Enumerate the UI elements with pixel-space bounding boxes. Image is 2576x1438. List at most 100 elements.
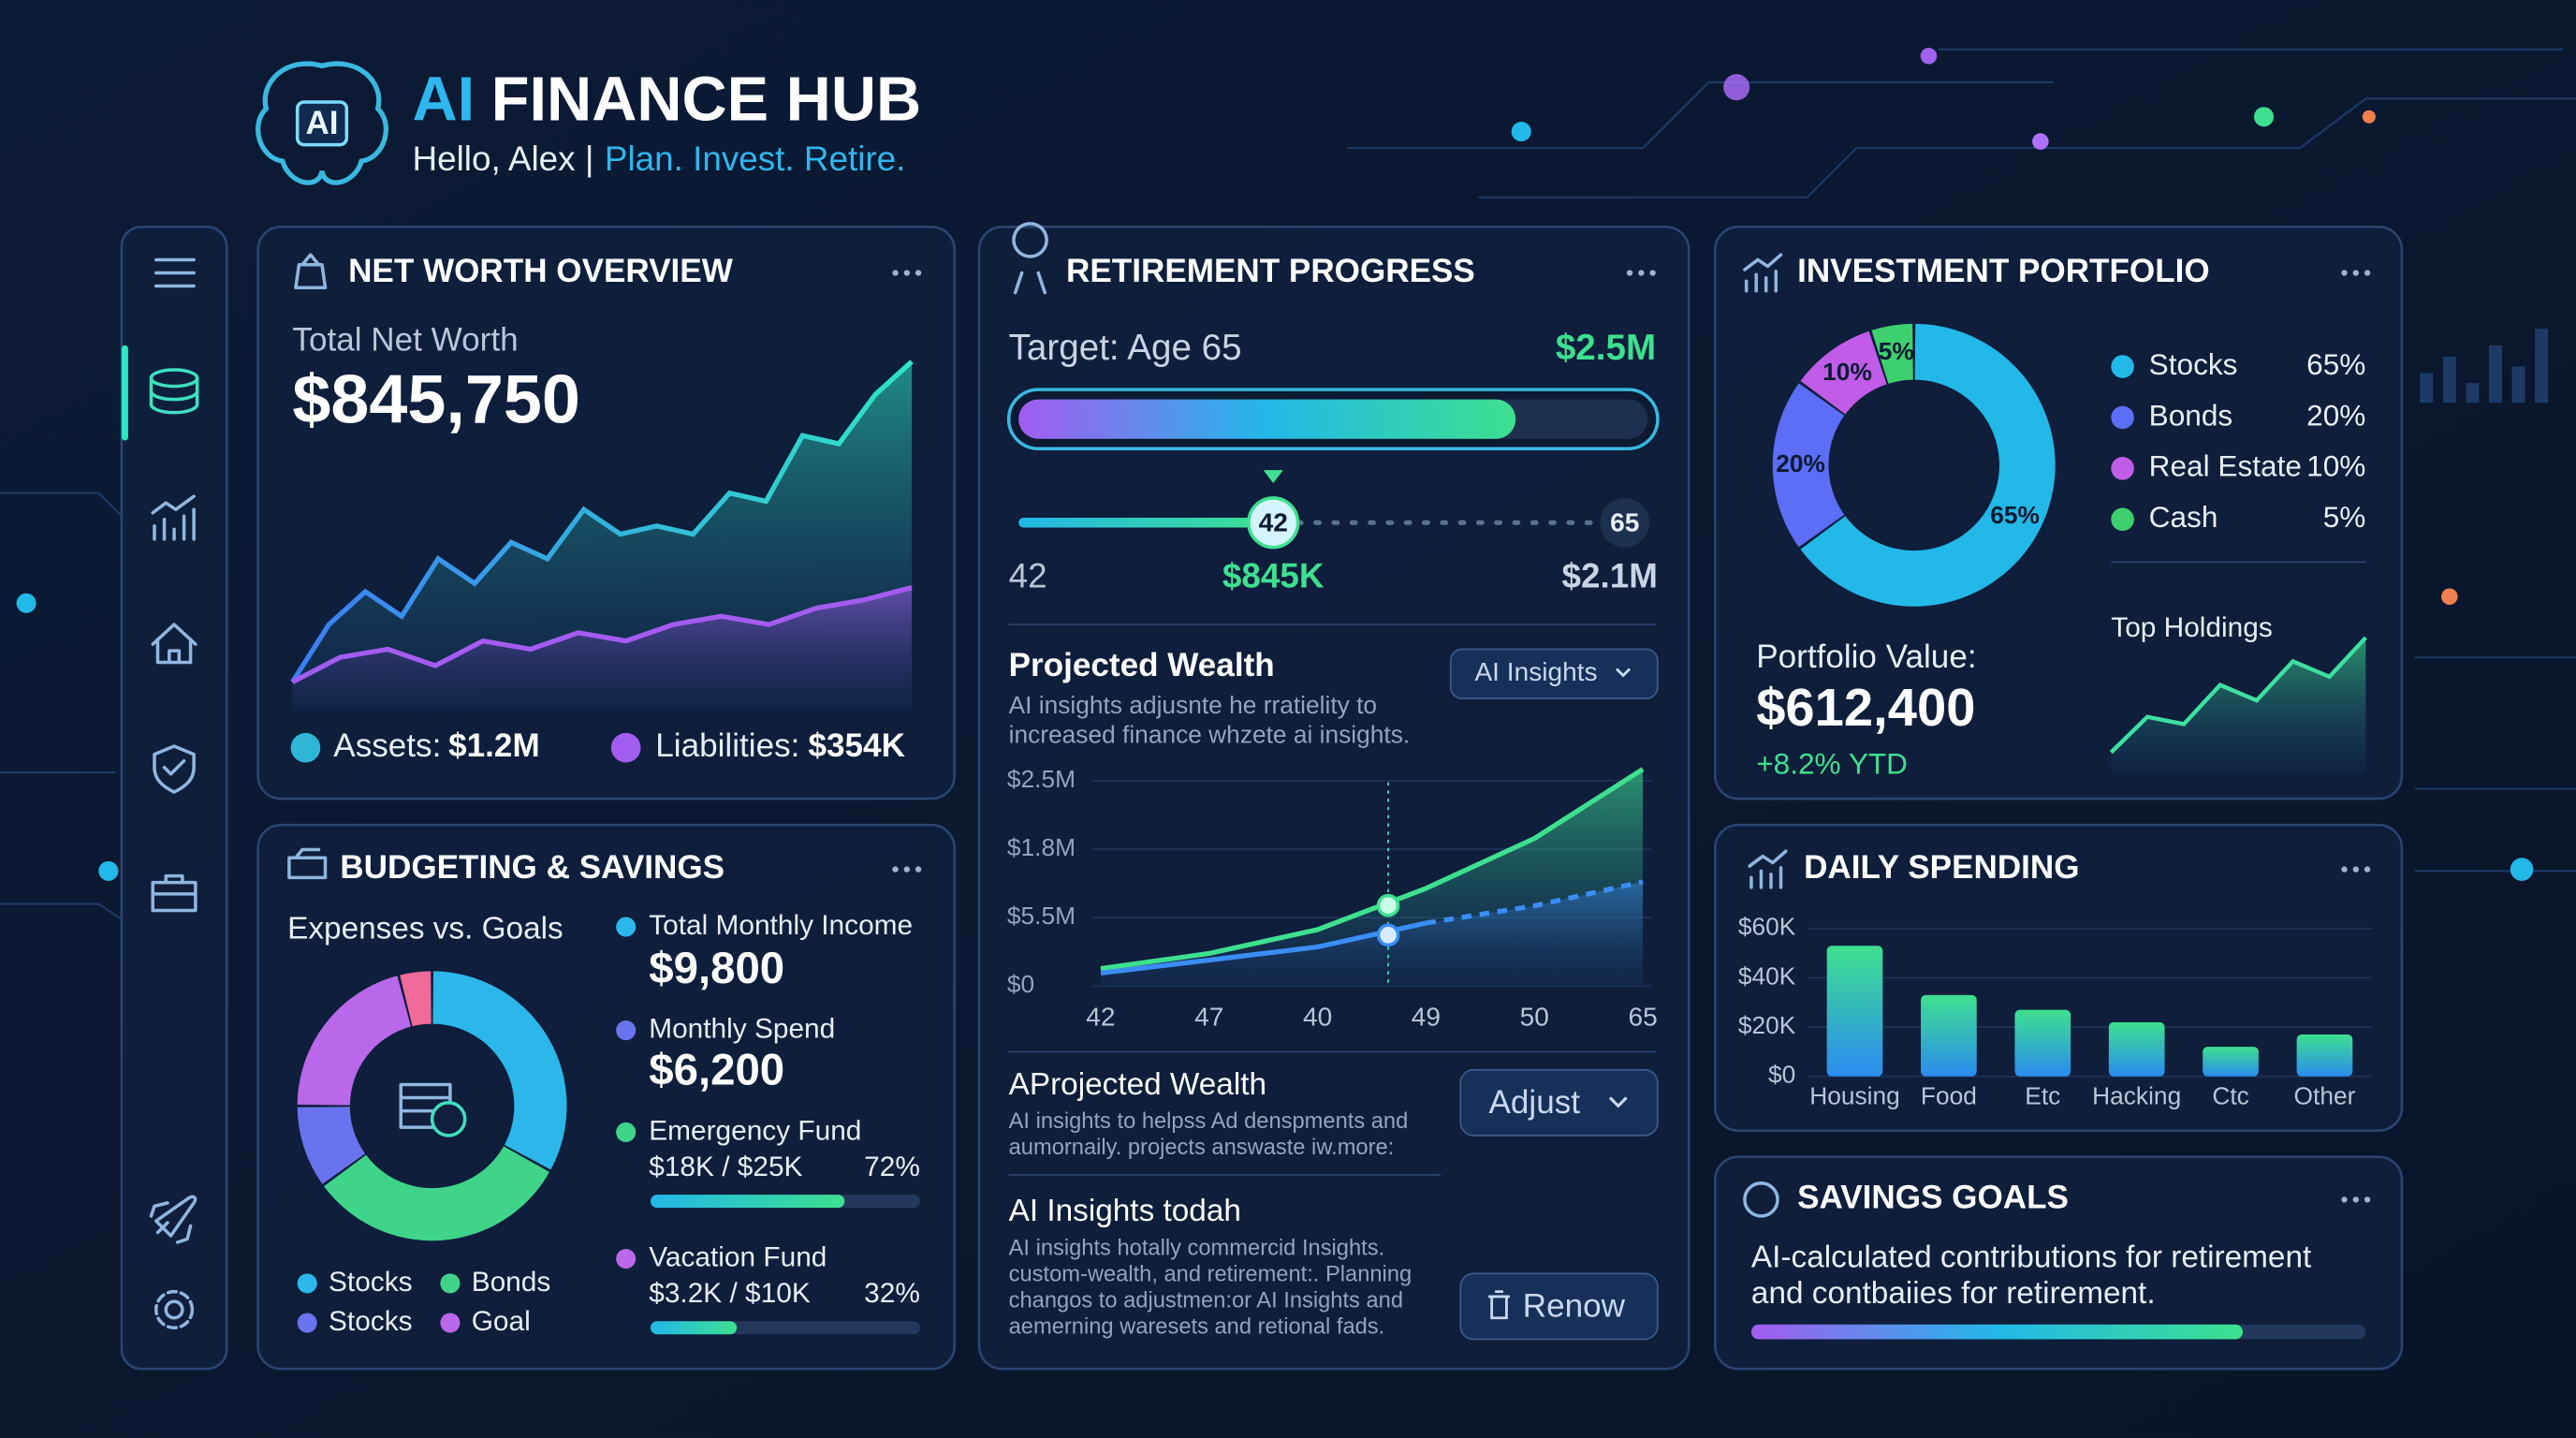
nav-launch[interactable] [149,1195,198,1244]
menu-dot [892,866,899,873]
slider-start: 42 [1009,557,1047,595]
x-tick-label: 49 [1412,1003,1441,1032]
x-tick-label: 47 [1194,1003,1223,1032]
legend-value: 20% [2306,398,2365,432]
greeting: Hello, Alex | [413,139,594,178]
card-title: SAVINGS GOALS [1797,1180,2069,1216]
sidebar [120,226,228,1371]
description: changos to adjustmen:or AI Insights and [1009,1288,1403,1313]
section-title: AProjected Wealth [1009,1067,1266,1102]
y-tick-label: $2.5M [1007,765,1076,793]
x-tick-label: Food [1921,1082,1977,1110]
item-label: Total Monthly Income [649,910,913,941]
description: custom-wealth, and retirement:. Planning [1009,1262,1412,1286]
menu-dot [903,270,910,276]
button-label: AI Insights [1474,657,1597,686]
legend-dot [2111,405,2134,430]
menu-dot [2341,866,2348,873]
legend-label: Goal [472,1306,531,1337]
menu-dot [2364,270,2371,276]
button[interactable] [1459,1272,1659,1341]
description: AI-calculated contributions for retireme… [1751,1240,2312,1274]
nav-work[interactable] [151,873,198,913]
line [1100,920,1427,976]
subtitle: Expenses vs. Goals [287,911,564,946]
card-title: INVESTMENT PORTFOLIO [1797,253,2210,289]
goal-percent: 72% [864,1152,920,1182]
nav-home[interactable] [151,623,198,665]
savings-card [1714,1155,2404,1371]
progress-fill [1750,1324,2244,1340]
menu-dot [2364,1196,2371,1203]
x-tick-label: Ctc [2212,1082,2248,1110]
bar [1921,994,1977,1077]
segment-label: 10% [1822,358,1872,386]
card-menus[interactable] [892,270,2371,1203]
chevron [1608,1096,1628,1108]
bar [2014,1009,2071,1077]
menu-dot [915,270,922,276]
description: AI insights hotally commercid Insights. [1009,1236,1385,1260]
legend-label: Bonds [472,1267,551,1298]
section-title: AI Insights todah [1009,1194,1241,1228]
legend-label: Real Estate [2149,449,2302,483]
progress-fill [651,1195,845,1209]
nav-settings[interactable] [154,1289,195,1330]
legend-dot [610,732,641,763]
legend-value: 65% [2306,347,2365,381]
menu-dot [915,866,922,873]
nav-wealth[interactable] [149,368,199,415]
change: +8.2% YTD [1756,746,1908,780]
menu-icon[interactable] [154,257,196,288]
line [290,360,914,683]
segment-label: 20% [1776,449,1825,477]
net-worth-value: $845,750 [292,360,579,437]
legend-value: 10% [2306,449,2365,483]
button-label: Adjust [1488,1084,1580,1121]
nav-protect[interactable] [153,744,196,794]
slider-end-label: 65 [1610,507,1639,536]
x-tick-label: Hacking [2092,1082,2181,1110]
y-tick-label: $40K [1738,961,1796,990]
target-label: Target: Age 65 [1009,328,1242,368]
button[interactable] [1459,1068,1659,1137]
nav-invest[interactable] [151,494,196,541]
y-tick-label: $0 [1007,970,1034,998]
menu-dot [1626,270,1633,276]
area [292,587,913,711]
progress-fill [651,1321,738,1335]
legend-value: 5% [2323,500,2366,534]
section-title: Projected Wealth [1009,647,1275,683]
line [2109,636,2367,755]
x-tick-label: Other [2294,1082,2356,1110]
bullet [616,1020,637,1041]
donut-segment [400,971,432,1027]
marker-dot [1376,893,1400,917]
legend-value: $1.2M [448,727,540,764]
bullet [616,917,637,937]
segment-label: 5% [1879,337,1914,365]
line-projected [1426,879,1644,926]
donut-segment [1772,383,1845,548]
menu-dot [1638,270,1645,276]
x-tick-label: Housing [1809,1082,1900,1110]
menu-dot [2364,866,2371,873]
donut-segment [1800,330,1887,415]
description: and contbaiies for retirement. [1751,1276,2156,1311]
slider-end [1600,497,1650,548]
button[interactable] [1449,648,1659,699]
goal-label: Vacation Fund [649,1241,827,1272]
menu-dot [2352,866,2359,873]
donut-segment [297,1107,366,1184]
legend-dot [290,732,321,763]
description: aemerning waresets and retional fads. [1009,1315,1385,1340]
bar [1826,946,1883,1077]
slider-pointer [1263,470,1283,484]
legend-dot [297,1313,317,1333]
legend-dot [2111,355,2134,378]
donut-segment [324,1146,550,1241]
item-label: Monthly Spend [649,1013,835,1044]
legend-value: $354K [809,727,906,764]
card-title: DAILY SPENDING [1804,849,2079,886]
